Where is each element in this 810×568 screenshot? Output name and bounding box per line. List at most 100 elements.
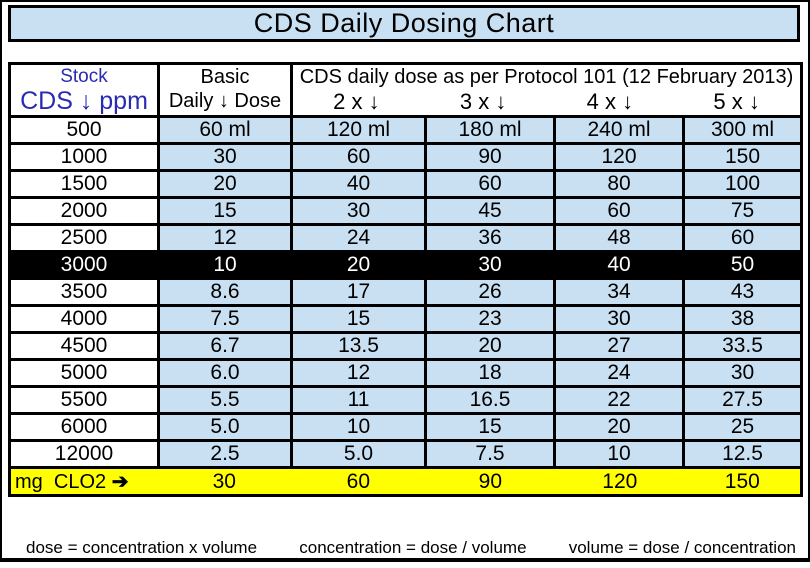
dose-cell: 30 <box>553 304 685 334</box>
table-row: 3500 8.6 17 26 34 43 <box>8 277 804 307</box>
dose-cell: 30 <box>681 358 804 388</box>
multiplier-labels: 2 x ↓ 3 x ↓ 4 x ↓ 5 x ↓ <box>293 89 800 115</box>
dose-cell: 5.0 <box>157 412 293 442</box>
dose-cell: 120 ml <box>290 115 427 145</box>
protocol-text: CDS daily dose as per Protocol 101 (12 F… <box>299 66 794 88</box>
dose-cell: 22 <box>553 385 685 415</box>
mg-clo2-band: mg CLO2 ➔ 30 60 90 120 150 <box>7 466 804 497</box>
dose-cell: 12 <box>290 358 427 388</box>
multiplier-2x: 2 x ↓ <box>333 89 380 114</box>
dose-cell: 30 <box>290 196 427 226</box>
stock-ppm-cell: 5500 <box>8 385 160 415</box>
mg-clo2-label: mg CLO2 ➔ <box>15 471 129 493</box>
multiplier-4x: 4 x ↓ <box>586 89 634 114</box>
dose-cell: 6.0 <box>157 358 293 388</box>
dose-cell: 80 <box>553 169 685 199</box>
dose-cell: 33.5 <box>681 331 804 361</box>
dose-cell: 10 <box>553 439 685 469</box>
protocol-header-cell: CDS daily dose as per Protocol 101 (12 F… <box>289 62 804 118</box>
table-body: 500 60 ml 120 ml 180 ml 240 ml 300 ml 10… <box>8 115 804 469</box>
basic-header-line2: Daily ↓ Dose <box>168 90 282 112</box>
mg-clo2-grid: mg CLO2 ➔ 30 60 90 120 150 <box>11 469 800 494</box>
dose-cell: 75 <box>681 196 804 226</box>
dose-cell: 24 <box>553 358 685 388</box>
table-row: 5000 6.0 12 18 24 30 <box>8 358 804 388</box>
table-row: 500 60 ml 120 ml 180 ml 240 ml 300 ml <box>8 115 804 145</box>
basic-header-line1: Basic <box>200 66 250 88</box>
dose-cell: 20 <box>290 250 427 280</box>
dose-cell: 50 <box>681 250 804 280</box>
dose-cell: 43 <box>681 277 804 307</box>
dose-cell: 38 <box>681 304 804 334</box>
dose-cell: 7.5 <box>424 439 556 469</box>
dose-cell: 27.5 <box>681 385 804 415</box>
dose-cell: 60 <box>681 223 804 253</box>
table-row: 5500 5.5 11 16.5 22 27.5 <box>8 385 804 415</box>
dose-cell: 100 <box>681 169 804 199</box>
dose-cell: 15 <box>290 304 427 334</box>
dose-cell: 11 <box>290 385 427 415</box>
stock-header-line2: CDS ↓ ppm <box>20 87 148 115</box>
dose-cell: 15 <box>157 196 293 226</box>
dose-cell: 30 <box>157 142 293 172</box>
dose-cell: 20 <box>157 169 293 199</box>
formula-concentration: concentration = dose / volume <box>299 538 527 557</box>
dose-cell: 90 <box>424 142 556 172</box>
dose-cell: 18 <box>424 358 556 388</box>
mg-value: 120 <box>602 469 638 493</box>
dose-cell: 60 ml <box>157 115 293 145</box>
multiplier-5x: 5 x ↓ <box>713 89 760 114</box>
dose-cell: 6.7 <box>157 331 293 361</box>
dose-cell: 17 <box>290 277 427 307</box>
table-row: 4000 7.5 15 23 30 38 <box>8 304 804 334</box>
stock-header-line1: Stock <box>60 66 108 87</box>
table-row: 12000 2.5 5.0 7.5 10 12.5 <box>8 439 804 469</box>
title-bar: CDS Daily Dosing Chart <box>8 5 800 42</box>
header-row: Stock CDS ↓ ppm Basic Daily ↓ Dose CDS d… <box>8 62 804 118</box>
dose-cell: 10 <box>290 412 427 442</box>
dose-cell: 26 <box>424 277 556 307</box>
table-row: 3000 10 20 30 40 50 <box>8 250 804 280</box>
table-row: 6000 5.0 10 15 20 25 <box>8 412 804 442</box>
dose-cell: 16.5 <box>424 385 556 415</box>
dose-cell: 15 <box>424 412 556 442</box>
dosing-table: Stock CDS ↓ ppm Basic Daily ↓ Dose CDS d… <box>7 62 804 497</box>
stock-ppm-cell: 3500 <box>8 277 160 307</box>
mg-value: 90 <box>478 469 502 493</box>
mg-clo2-row: mg CLO2 ➔ 30 60 90 120 150 <box>7 466 804 497</box>
dose-cell: 5.0 <box>290 439 427 469</box>
dose-cell: 60 <box>424 169 556 199</box>
dose-cell: 12.5 <box>681 439 804 469</box>
dose-cell: 7.5 <box>157 304 293 334</box>
dose-cell: 40 <box>553 250 685 280</box>
stock-ppm-cell: 5000 <box>8 358 160 388</box>
table-footer: mg CLO2 ➔ 30 60 90 120 150 <box>7 466 804 497</box>
mg-value: 60 <box>346 469 370 493</box>
dose-cell: 150 <box>681 142 804 172</box>
dose-cell: 48 <box>553 223 685 253</box>
dose-cell: 8.6 <box>157 277 293 307</box>
dose-cell: 20 <box>424 331 556 361</box>
formula-footnote: dose = concentration x volume concentrat… <box>8 538 800 558</box>
dose-cell: 2.5 <box>157 439 293 469</box>
stock-ppm-cell: 2000 <box>8 196 160 226</box>
table-row: 1500 20 40 60 80 100 <box>8 169 804 199</box>
dose-cell: 45 <box>424 196 556 226</box>
dose-cell: 23 <box>424 304 556 334</box>
multiplier-3x: 3 x ↓ <box>459 89 507 114</box>
formula-dose: dose = concentration x volume <box>26 538 258 557</box>
mg-value: 150 <box>724 469 760 493</box>
dose-cell: 180 ml <box>424 115 556 145</box>
dose-cell: 12 <box>157 223 293 253</box>
stock-ppm-cell: 2500 <box>8 223 160 253</box>
stock-header-cell: Stock CDS ↓ ppm <box>8 62 160 118</box>
stock-ppm-cell: 1500 <box>8 169 160 199</box>
dose-cell: 10 <box>157 250 293 280</box>
basic-dose-header-cell: Basic Daily ↓ Dose <box>157 62 293 118</box>
stock-ppm-cell: 6000 <box>8 412 160 442</box>
dose-cell: 27 <box>553 331 685 361</box>
stock-ppm-cell: 1000 <box>8 142 160 172</box>
stock-ppm-cell: 4500 <box>8 331 160 361</box>
dose-cell: 5.5 <box>157 385 293 415</box>
table-header: Stock CDS ↓ ppm Basic Daily ↓ Dose CDS d… <box>8 62 804 118</box>
